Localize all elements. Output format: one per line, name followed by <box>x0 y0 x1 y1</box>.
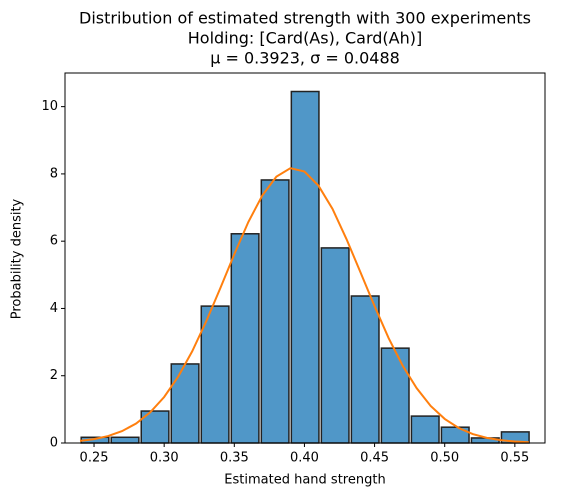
y-tick-label: 2 <box>50 368 58 383</box>
bar <box>440 426 470 444</box>
y-tick-label: 6 <box>50 234 58 249</box>
x-tick-label: 0.40 <box>290 451 319 466</box>
x-tick-label: 0.35 <box>220 451 249 466</box>
plot-frame <box>64 72 546 444</box>
bar <box>320 247 350 444</box>
bar <box>350 295 380 444</box>
x-tick-label: 0.55 <box>500 451 529 466</box>
bar <box>260 179 290 444</box>
bar <box>410 415 440 444</box>
y-tick-label: 0 <box>50 436 58 451</box>
y-tick-label: 8 <box>50 166 58 181</box>
density-curve <box>79 167 529 444</box>
y-axis-label: Probability density <box>10 198 25 319</box>
x-tick-label: 0.45 <box>360 451 389 466</box>
x-axis-label: Estimated hand strength <box>224 473 385 488</box>
x-tick-label: 0.25 <box>80 451 109 466</box>
chart-stats: μ = 0.3923, σ = 0.0488 <box>210 49 400 68</box>
bar <box>290 90 320 444</box>
bar <box>200 305 230 444</box>
y-tick-label: 4 <box>50 301 58 316</box>
bar <box>380 347 410 444</box>
x-tick-label: 0.30 <box>150 451 179 466</box>
x-tick-label: 0.50 <box>430 451 459 466</box>
y-tick-label: 10 <box>41 99 58 114</box>
bar <box>230 233 260 444</box>
bar <box>170 363 200 444</box>
chart-subtitle: Holding: [Card(As), Card(Ah)] <box>188 29 423 48</box>
chart-title: Distribution of estimated strength with … <box>79 9 531 28</box>
bar <box>110 436 140 444</box>
